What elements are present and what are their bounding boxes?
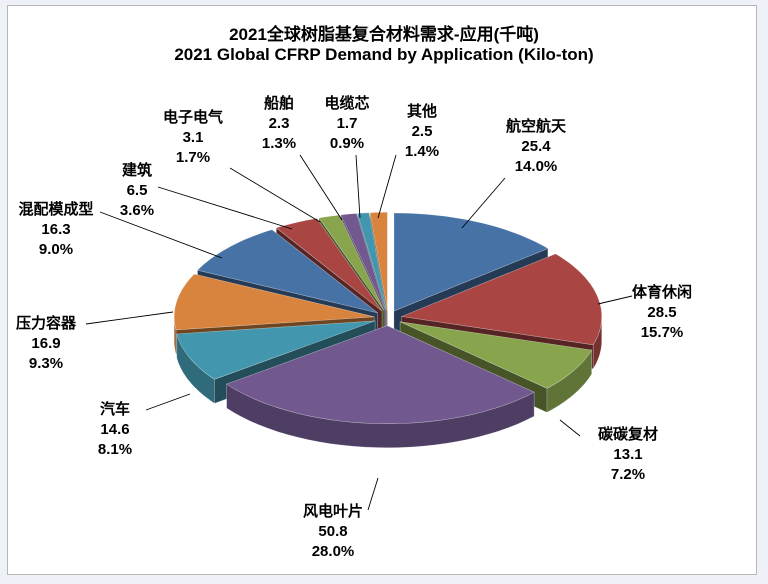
pie-slice-1: [400, 253, 603, 346]
data-label-percent: 0.9%: [329, 135, 365, 152]
data-label-value: 3.1: [182, 129, 204, 146]
data-label-9: 船舶 2.3 1.3%: [219, 94, 339, 154]
data-label-1: 体育休闲 28.5 15.7%: [602, 283, 722, 343]
pie-slice-3: [226, 325, 535, 425]
pie-slice-0: [393, 212, 549, 312]
pie-slice-6: [196, 229, 378, 314]
data-label-percent: 14.0%: [514, 158, 558, 175]
data-label-percent: 15.7%: [640, 324, 684, 341]
leader-line-7: [157, 186, 293, 230]
data-label-value: 2.5: [411, 123, 433, 140]
data-label-5: 压力容器 16.9 9.3%: [0, 314, 106, 374]
data-label-value: 16.3: [41, 221, 71, 238]
data-label-percent: 9.0%: [38, 241, 74, 258]
pie-slice-11: [369, 212, 388, 311]
data-label-2: 碳碳复材 13.1 7.2%: [568, 425, 688, 485]
data-label-4: 汽车 14.6 8.1%: [55, 400, 175, 460]
data-label-label: 航空航天: [505, 118, 566, 135]
data-label-percent: 7.2%: [610, 466, 646, 483]
slice-wall-5: [173, 316, 177, 354]
data-label-label: 汽车: [99, 401, 130, 418]
pie-slice-5: [173, 273, 375, 331]
data-label-label: 建筑: [121, 162, 152, 179]
pie-slice-8: [318, 214, 385, 311]
data-label-value: 25.4: [521, 138, 551, 155]
data-label-label: 混配模成型: [18, 201, 94, 218]
leader-line-9: [299, 154, 343, 221]
leader-line-11: [377, 154, 397, 219]
data-label-7: 建筑 6.5 3.6%: [77, 161, 197, 221]
data-label-percent: 8.1%: [97, 441, 133, 458]
slice-wall-1: [592, 316, 602, 370]
data-label-6: 混配模成型 16.3 9.0%: [0, 200, 116, 260]
pie-slice-4: [176, 320, 376, 380]
leader-line-6: [99, 211, 223, 259]
data-label-value: 50.8: [318, 523, 348, 540]
data-label-label: 电子电气: [162, 109, 223, 126]
data-label-value: 13.1: [613, 446, 643, 463]
leader-line-0: [461, 177, 506, 229]
chart-subtitle: 2021 Global CFRP Demand by Application (…: [174, 45, 594, 64]
data-label-label: 体育休闲: [631, 284, 692, 301]
leader-line-3: [367, 477, 379, 511]
pie-slice-10: [357, 212, 387, 311]
data-label-label: 碳碳复材: [597, 426, 658, 443]
chart-title: 2021全球树脂基复合材料需求-应用(千吨): [229, 25, 539, 44]
data-label-percent: 1.7%: [175, 149, 211, 166]
pie-slice-9: [340, 213, 386, 311]
data-label-0: 航空航天 25.4 14.0%: [476, 117, 596, 177]
leader-line-8: [229, 167, 321, 223]
leader-line-1: [597, 295, 633, 305]
data-label-percent: 1.3%: [261, 135, 297, 152]
slice-wall-2: [546, 349, 592, 413]
data-label-value: 16.9: [31, 335, 61, 352]
data-label-percent: 28.0%: [311, 543, 355, 560]
data-label-value: 14.6: [100, 421, 130, 438]
data-label-label: 电缆芯: [324, 95, 370, 112]
leader-line-5: [85, 311, 174, 325]
leader-line-10: [355, 154, 361, 219]
data-label-3: 风电叶片 50.8 28.0%: [273, 502, 393, 562]
data-label-value: 6.5: [126, 182, 148, 199]
leader-line-4: [145, 393, 191, 411]
data-label-value: 28.5: [647, 304, 677, 321]
data-label-label: 其他: [406, 103, 437, 120]
pie-slice-2: [400, 321, 593, 389]
data-label-value: 1.7: [336, 115, 358, 132]
data-label-value: 2.3: [268, 115, 290, 132]
data-label-11: 其他 2.5 1.4%: [362, 102, 482, 162]
data-label-10: 电缆芯 1.7 0.9%: [287, 94, 407, 154]
leader-line-2: [559, 419, 581, 437]
slice-wall-3: [226, 383, 535, 449]
data-label-percent: 3.6%: [119, 202, 155, 219]
data-label-percent: 1.4%: [404, 143, 440, 160]
data-label-8: 电子电气 3.1 1.7%: [133, 108, 253, 168]
data-label-label: 船舶: [263, 95, 294, 112]
data-label-label: 压力容器: [15, 315, 76, 332]
data-label-percent: 9.3%: [28, 355, 64, 372]
data-label-label: 风电叶片: [302, 503, 363, 520]
pie-slice-7: [275, 218, 383, 312]
